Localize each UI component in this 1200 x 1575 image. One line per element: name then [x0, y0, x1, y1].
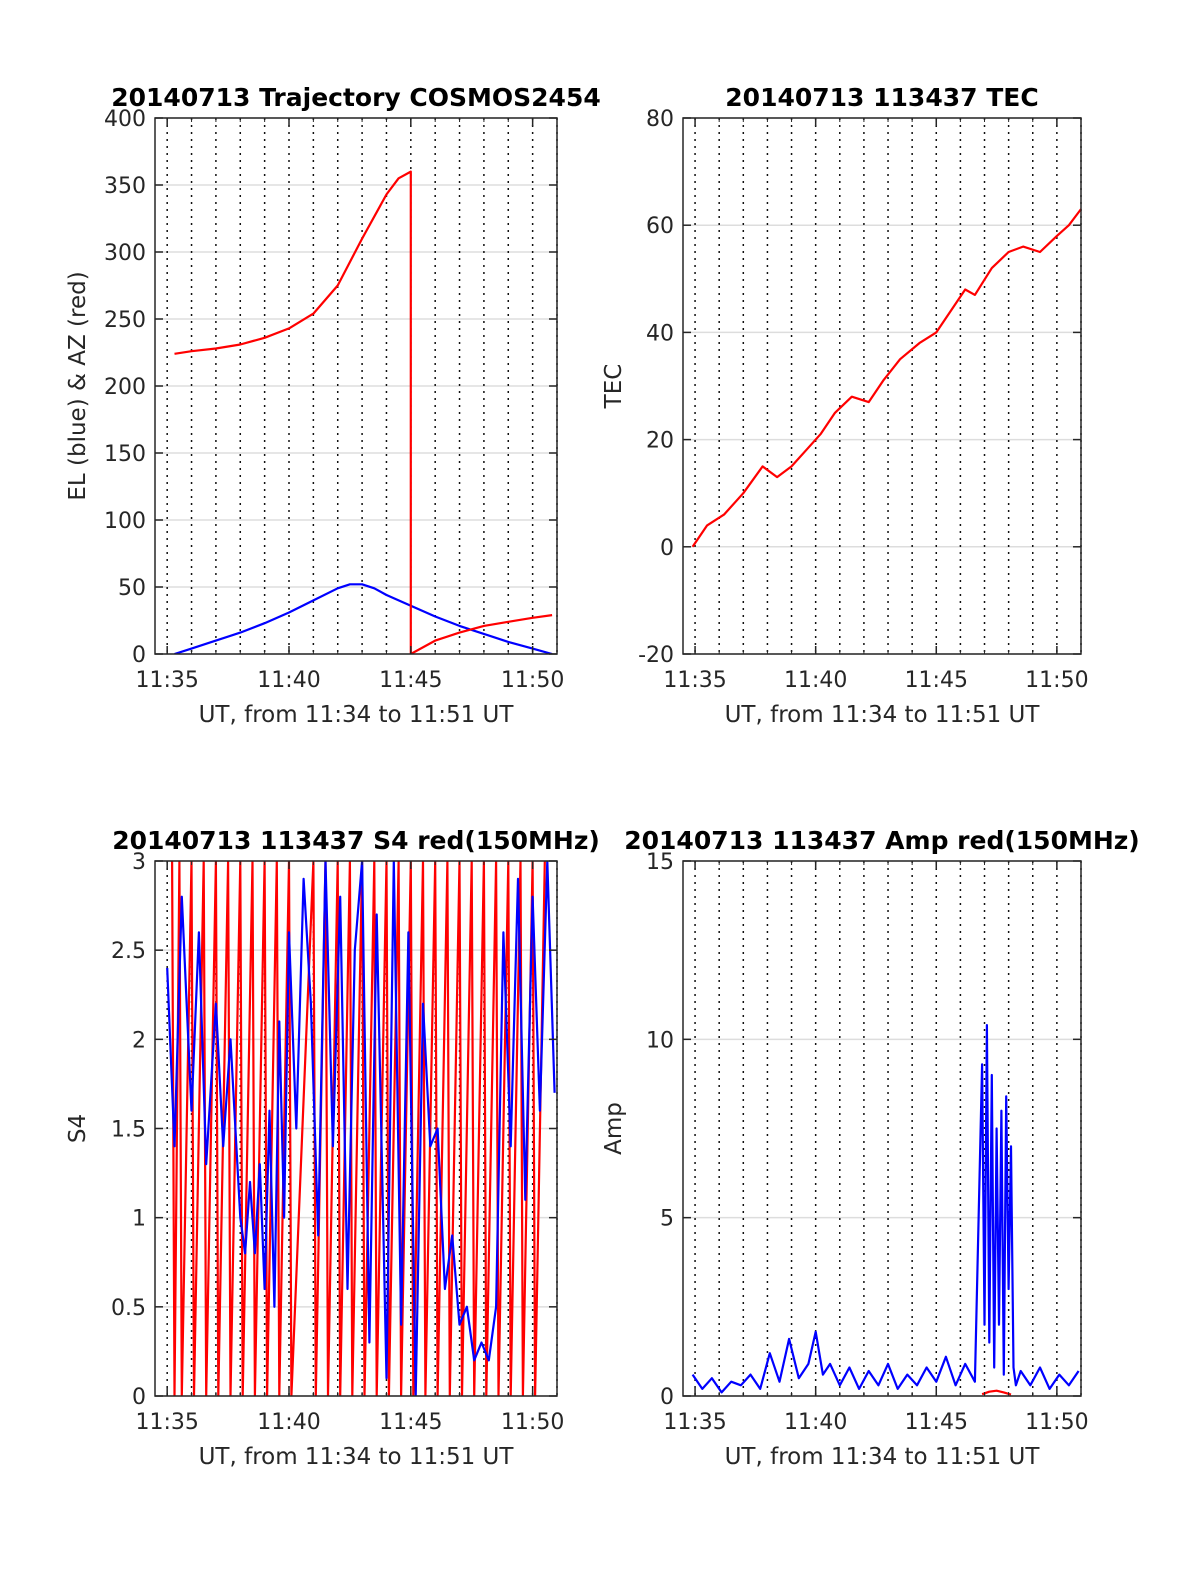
y-tick-label: 40 [646, 321, 674, 346]
y-tick-label: 80 [646, 107, 674, 132]
plot-area [683, 118, 1081, 654]
x-tick-label: 11:50 [501, 1410, 564, 1435]
series-line-2 [174, 170, 553, 654]
x-tick-label: 11:35 [135, 1410, 198, 1435]
series-line-1 [174, 583, 553, 654]
y-tick-label: 0 [660, 536, 674, 561]
chart-title: 20140713 113437 S4 red(150MHz) [112, 826, 600, 855]
x-tick-label: 11:50 [1025, 1410, 1088, 1435]
y-tick-label: 1.5 [111, 1118, 146, 1143]
axes-box [682, 117, 1082, 655]
x-axis-label: UT, from 11:34 to 11:51 UT [725, 1444, 1041, 1470]
y-tick-label: 10 [646, 1028, 674, 1053]
series-line-1 [691, 208, 1081, 548]
chart-panel-2: 11:35 11:40 11:45 11:50 -20 0 20 40 60 80 20140713… [601, 83, 1089, 728]
x-axis-label: UT, from 11:34 to 11:51 UT [199, 1444, 515, 1470]
y-axis-label: TEC [601, 364, 627, 410]
y-tick-label: 0 [660, 1385, 674, 1410]
x-tick-label: 11:40 [257, 668, 320, 693]
x-tick-label: 11:40 [784, 1410, 847, 1435]
y-tick-label: 0.5 [111, 1296, 146, 1321]
y-tick-label: 200 [104, 375, 146, 400]
y-tick-label: 1 [132, 1207, 146, 1232]
axes-box [682, 860, 1082, 1397]
y-axis-label: EL (blue) & AZ (red) [65, 271, 91, 500]
x-tick-label: 11:35 [663, 1410, 726, 1435]
series-line-2 [166, 861, 556, 1396]
y-tick-label: 2.5 [111, 939, 146, 964]
series-line-1 [981, 1389, 1012, 1396]
x-tick-label: 11:40 [784, 668, 847, 693]
chart-title: 20140713 113437 Amp red(150MHz) [624, 826, 1140, 855]
x-axis-label: UT, from 11:34 to 11:51 UT [199, 702, 515, 728]
x-tick-label: 11:50 [1025, 668, 1088, 693]
x-tick-label: 11:35 [663, 668, 726, 693]
x-axis-label: UT, from 11:34 to 11:51 UT [725, 702, 1041, 728]
y-tick-label: 300 [104, 241, 146, 266]
x-tick-label: 11:45 [905, 1410, 968, 1435]
series-line-2 [691, 1023, 1080, 1394]
y-tick-label: 60 [646, 214, 674, 239]
x-tick-label: 11:50 [501, 668, 564, 693]
y-tick-label: 3 [132, 850, 146, 875]
chart-title: 20140713 Trajectory COSMOS2454 [111, 83, 601, 112]
y-axis-label: S4 [65, 1114, 91, 1143]
chart-panel-1: 11:35 11:40 11:45 11:50 0 50 100 150 200 250 300 35… [65, 83, 601, 728]
y-tick-label: 20 [646, 429, 674, 454]
y-tick-label: 400 [104, 107, 146, 132]
y-axis-label: Amp [601, 1102, 627, 1155]
y-tick-label: 150 [104, 442, 146, 467]
y-tick-label: 0 [132, 1385, 146, 1410]
x-tick-label: 11:45 [905, 668, 968, 693]
y-tick-label: 100 [104, 509, 146, 534]
x-tick-label: 11:45 [379, 1410, 442, 1435]
y-tick-label: 5 [660, 1207, 674, 1232]
y-tick-label: 0 [132, 643, 146, 668]
x-tick-label: 11:40 [257, 1410, 320, 1435]
plot-area [683, 861, 1081, 1396]
chart-title: 20140713 113437 TEC [725, 83, 1038, 112]
y-tick-label: 50 [118, 576, 146, 601]
y-tick-label: -20 [638, 643, 674, 668]
chart-panel-3: 11:35 11:40 11:45 11:50 0 0.5 1 1.5 2 2.5 32014071… [65, 826, 600, 1470]
y-tick-label: 15 [646, 850, 674, 875]
x-tick-label: 11:35 [135, 668, 198, 693]
y-tick-label: 350 [104, 174, 146, 199]
x-tick-label: 11:45 [379, 668, 442, 693]
y-tick-label: 250 [104, 308, 146, 333]
y-tick-label: 2 [132, 1028, 146, 1053]
